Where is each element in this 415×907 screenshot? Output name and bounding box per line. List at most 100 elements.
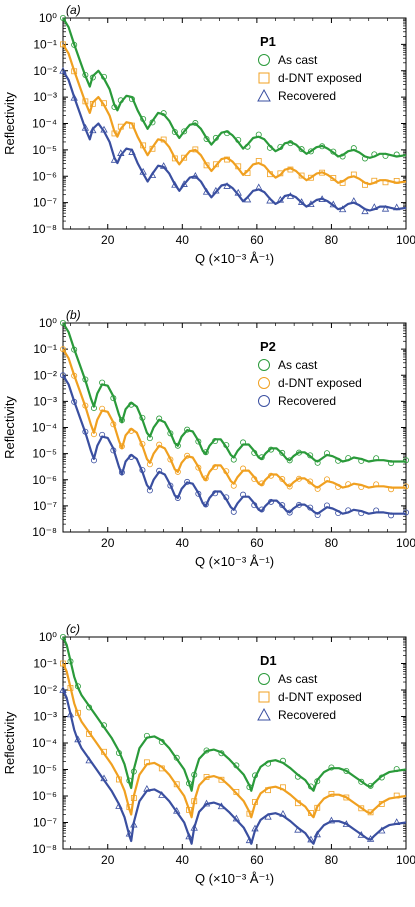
data-point <box>130 768 137 775</box>
data-point <box>139 440 146 447</box>
data-point <box>111 104 118 111</box>
data-point <box>110 155 119 163</box>
data-point <box>314 459 321 466</box>
data-point <box>328 764 335 771</box>
y-tick-label: 10⁻⁷ <box>33 499 57 513</box>
data-point <box>279 757 286 764</box>
data-point <box>234 188 242 196</box>
data-point <box>230 508 237 515</box>
data-point <box>267 171 273 178</box>
data-point <box>223 182 231 189</box>
data-point <box>60 319 67 326</box>
data-point <box>212 490 219 497</box>
y-tick-label: 10⁻² <box>33 64 57 78</box>
data-point <box>314 512 321 519</box>
data-point <box>89 100 96 107</box>
data-point <box>128 401 135 408</box>
data-point <box>264 812 272 820</box>
chart-panel-2: 10⁰ 10⁻¹ 10⁻² 10⁻³ 10⁻⁴ 10⁻⁵ 10⁻⁶ 10⁻⁷ 10⁻⁸ 20 40 6… <box>2 308 415 569</box>
data-point <box>66 710 75 718</box>
data-point <box>156 415 163 422</box>
data-point <box>279 809 287 817</box>
data-point <box>393 766 400 773</box>
data-point <box>101 748 107 755</box>
data-point <box>314 778 321 785</box>
y-tick-label: 10⁻⁸ <box>32 842 57 856</box>
data-point <box>117 123 124 130</box>
chart-panel-3: 10⁰ 10⁻¹ 10⁻² 10⁻³ 10⁻⁴ 10⁻⁵ 10⁻⁶ 10⁻⁷ 10⁻⁸ 20 40 6… <box>2 622 415 886</box>
data-point <box>308 174 314 181</box>
data-point <box>191 771 198 778</box>
fit-curve <box>62 374 406 515</box>
data-point <box>307 504 314 511</box>
data-point <box>223 442 230 449</box>
data-point <box>388 512 395 519</box>
data-point <box>74 683 81 690</box>
data-point <box>294 825 302 833</box>
data-point <box>252 799 258 805</box>
data-point <box>173 806 181 814</box>
legend-marker <box>258 377 270 389</box>
data-point <box>202 475 209 482</box>
data-point <box>307 835 315 843</box>
data-point <box>185 832 193 840</box>
data-point <box>167 430 174 437</box>
data-point <box>99 379 106 386</box>
x-tick-label: 40 <box>176 536 190 550</box>
data-point <box>318 195 326 202</box>
y-axis-label: Reflectivity <box>2 396 17 459</box>
data-point <box>294 773 301 780</box>
fit-curve <box>62 322 406 463</box>
data-point <box>402 509 409 516</box>
x-tick-label: 40 <box>176 233 190 247</box>
data-point <box>313 830 321 838</box>
data-point <box>280 784 286 791</box>
data-point <box>335 483 342 490</box>
data-point <box>203 774 210 780</box>
series-3 <box>59 66 407 215</box>
data-point <box>330 148 337 155</box>
data-point <box>116 776 122 783</box>
fit-curve <box>62 348 406 489</box>
data-point <box>268 498 275 505</box>
data-point <box>240 465 247 472</box>
data-point <box>294 800 301 807</box>
data-point <box>339 153 346 160</box>
data-point <box>388 460 395 467</box>
data-point <box>59 66 67 74</box>
data-point <box>191 171 200 179</box>
data-point <box>171 180 179 188</box>
data-point <box>82 428 89 435</box>
y-tick-label: 10⁻⁴ <box>32 421 57 435</box>
data-point <box>159 162 168 169</box>
y-tick-label: 10⁻⁶ <box>32 789 57 803</box>
data-point <box>323 450 330 457</box>
data-point <box>202 799 211 807</box>
x-axis-label: Q (×10⁻³ Å⁻¹) <box>195 554 274 569</box>
data-point <box>82 71 89 78</box>
y-tick-label: 10⁻¹ <box>33 342 57 356</box>
data-point <box>71 68 78 75</box>
data-point <box>89 74 96 81</box>
data-point <box>149 145 156 152</box>
data-point <box>276 195 285 203</box>
data-point <box>370 203 378 211</box>
data-point <box>99 431 106 438</box>
fit-curve <box>62 17 407 159</box>
data-point <box>181 154 188 161</box>
data-point <box>268 446 275 453</box>
legend-marker <box>258 72 270 84</box>
data-point <box>298 172 305 179</box>
data-point <box>143 785 151 792</box>
data-point <box>110 395 117 402</box>
data-point <box>146 435 153 442</box>
data-point <box>279 502 286 509</box>
data-point <box>171 155 178 162</box>
data-point <box>295 475 302 482</box>
x-tick-label: 80 <box>325 536 339 550</box>
data-point <box>357 830 365 838</box>
data-point <box>160 110 167 117</box>
fit-curve <box>62 43 407 186</box>
panel-label: (b) <box>66 308 81 322</box>
